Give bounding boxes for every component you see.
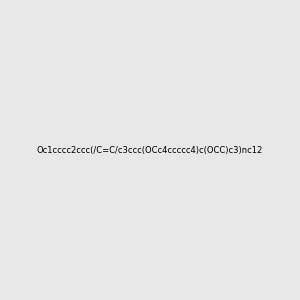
Text: Oc1cccc2ccc(/C=C/c3ccc(OCc4ccccc4)c(OCC)c3)nc12: Oc1cccc2ccc(/C=C/c3ccc(OCc4ccccc4)c(OCC)…	[37, 146, 263, 154]
